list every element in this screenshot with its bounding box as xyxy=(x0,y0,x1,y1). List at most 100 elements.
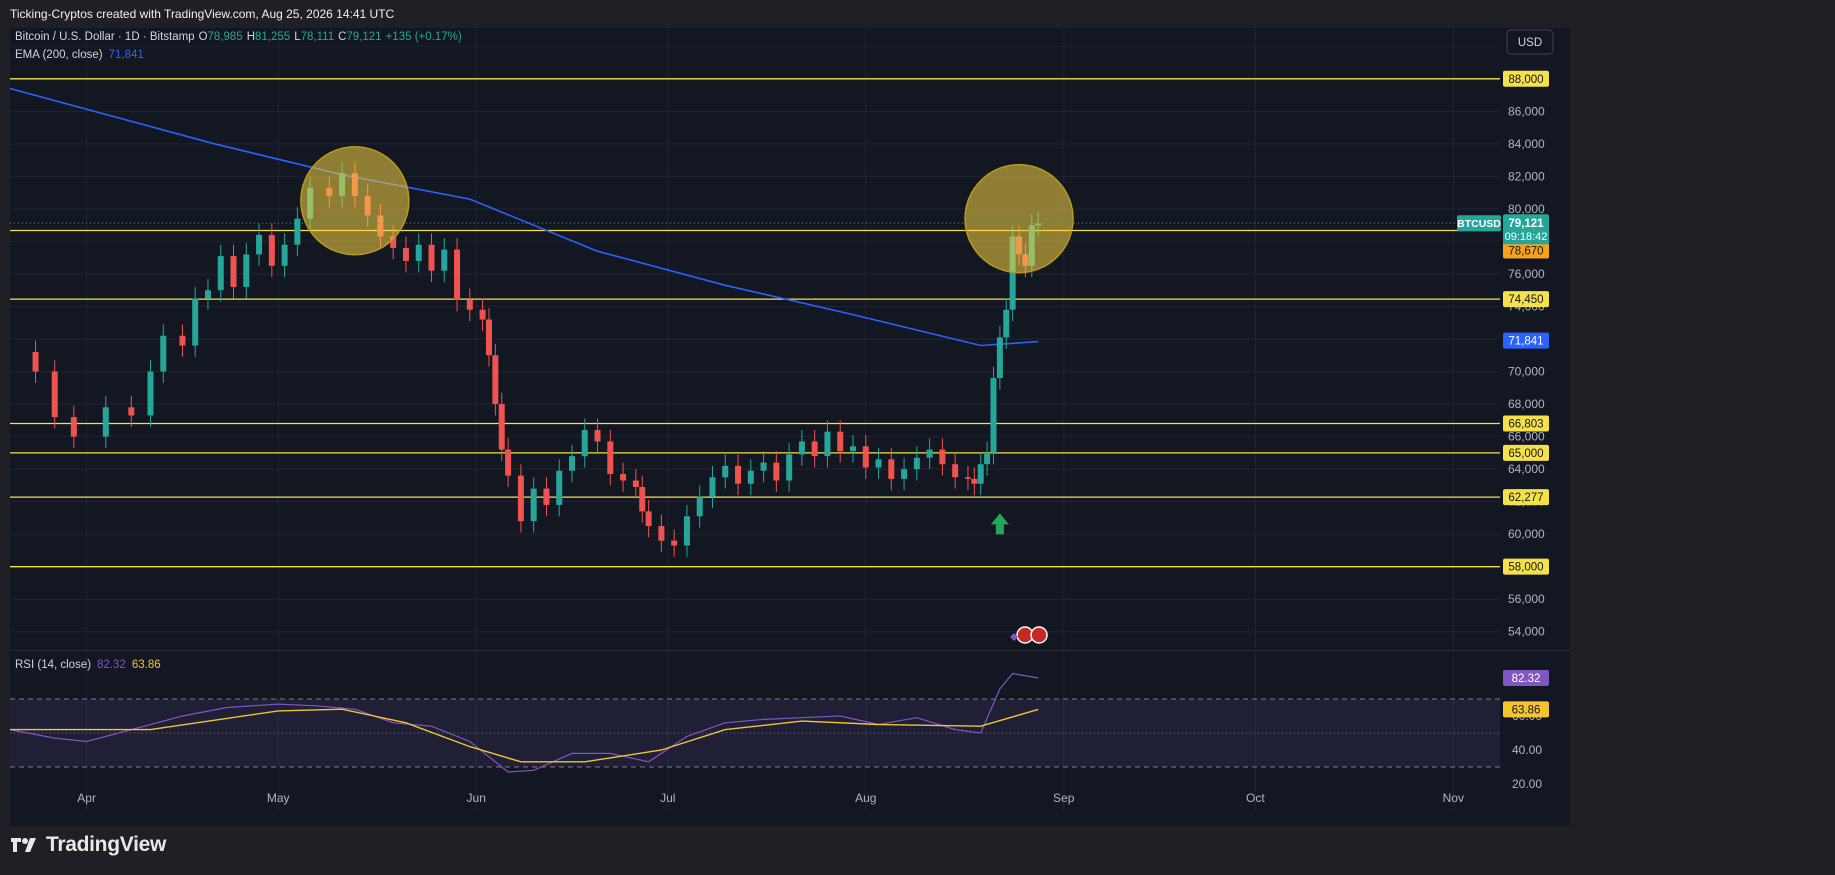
currency-button-bg xyxy=(1506,29,1554,55)
current-price-badge: 79,121 xyxy=(1508,218,1544,230)
time-tick-label: Aug xyxy=(855,791,876,805)
legend-ema-value: 71,841 xyxy=(109,49,144,61)
legend-change: +135 (+0.17%) xyxy=(386,31,462,43)
candle-body xyxy=(32,352,39,372)
candle-body xyxy=(128,407,135,416)
candle-body xyxy=(964,477,971,479)
time-tick-label: Sep xyxy=(1053,791,1075,805)
time-tick-label: Jul xyxy=(660,791,675,805)
rsi-badge-bg xyxy=(1503,670,1549,687)
candle-body xyxy=(671,540,678,546)
candle-body xyxy=(147,371,154,416)
pane-separator xyxy=(10,650,1570,651)
candle-body xyxy=(454,249,461,300)
candle-body xyxy=(901,469,908,479)
candle-body xyxy=(441,249,448,271)
level-badge-bg xyxy=(1503,558,1549,575)
candle-body xyxy=(632,480,639,487)
candle-body xyxy=(913,457,920,470)
candle-body xyxy=(1003,309,1010,338)
candle-body xyxy=(709,477,716,497)
rsi-ma-line xyxy=(10,708,1039,763)
candle-body xyxy=(70,417,77,437)
current-price-badge-bg xyxy=(1503,214,1549,245)
legend-o-label: O xyxy=(199,31,208,43)
level-badge-bg xyxy=(1503,70,1549,87)
candle-body xyxy=(415,244,422,261)
candle-body xyxy=(498,404,505,450)
candle-body xyxy=(824,431,831,457)
footer: TradingView xyxy=(10,830,166,860)
symbol-badge: BTCUSD xyxy=(1457,218,1501,230)
candle-body xyxy=(51,371,58,418)
candle-body xyxy=(294,218,301,245)
legend-rsi-label: RSI (14, close) xyxy=(15,659,91,671)
level-badge: 66,803 xyxy=(1508,419,1543,431)
highlight-circle xyxy=(300,146,410,256)
legend: Bitcoin / U.S. Dollar · 1D · Bitstamp O 78… xyxy=(15,31,462,671)
level-badge-bg xyxy=(1503,444,1549,461)
candle-body xyxy=(683,516,690,546)
candle-body xyxy=(217,256,224,291)
candle-body xyxy=(984,452,991,465)
candle-body xyxy=(639,486,646,512)
price-tick-label: 54,000 xyxy=(1508,625,1545,639)
candle-body xyxy=(466,299,473,310)
level-badge: 74,450 xyxy=(1508,294,1543,306)
candle-body xyxy=(971,478,978,484)
time-axis: Apr May Jun Jul Aug Sep Oct Nov xyxy=(77,791,1464,805)
candle-body xyxy=(722,465,729,478)
ema-badge: 71,841 xyxy=(1508,336,1543,348)
price-tick-label: 56,000 xyxy=(1508,592,1545,606)
candle-body xyxy=(926,449,933,458)
candle-body xyxy=(505,449,512,476)
price-tick-label: 76,000 xyxy=(1508,267,1545,281)
horizontal-levels xyxy=(10,78,1500,568)
level-badge: 65,000 xyxy=(1508,448,1543,460)
candle-body xyxy=(760,462,767,471)
rsi-line xyxy=(9,672,1039,773)
price-tick-label: 70,000 xyxy=(1508,365,1545,379)
legend-c-value: 79,121 xyxy=(346,31,381,43)
level-badge: 58,000 xyxy=(1508,562,1543,574)
level-badge: 62,277 xyxy=(1508,492,1543,504)
candle-body xyxy=(530,488,537,522)
candle-body xyxy=(581,430,588,457)
candle-body xyxy=(786,454,793,481)
price-tick-label: 60,000 xyxy=(1508,527,1545,541)
candle-body xyxy=(849,446,856,452)
candle-body xyxy=(952,464,959,478)
price-tick-label: 66,000 xyxy=(1508,430,1545,444)
price-tick-label: 64,000 xyxy=(1508,462,1545,476)
legend-symbol: Bitcoin / U.S. Dollar · 1D · Bitstamp xyxy=(15,31,195,43)
currency-button[interactable]: USD xyxy=(1518,37,1542,49)
us-flag-icon xyxy=(1030,626,1048,644)
time-tick-label: Oct xyxy=(1246,791,1265,805)
candle-body xyxy=(204,290,211,299)
price-tick-label: 84,000 xyxy=(1508,137,1545,151)
candle-body xyxy=(658,526,665,541)
candle-body xyxy=(1009,236,1016,310)
candle-body xyxy=(102,407,109,437)
rsi-ma-badge: 63.86 xyxy=(1512,704,1541,716)
candle-body xyxy=(485,319,492,356)
candle-body xyxy=(428,244,435,271)
legend-h-label: H xyxy=(247,31,255,43)
level-badge-bg xyxy=(1503,291,1549,308)
candle-body xyxy=(281,244,288,266)
rsi-ma-badge-bg xyxy=(1503,701,1549,718)
candle-body xyxy=(160,335,167,372)
candle-body xyxy=(773,462,780,481)
candle-body xyxy=(179,335,186,346)
candle-body xyxy=(645,511,652,527)
candle-body xyxy=(243,254,250,287)
legend-o-value: 78,985 xyxy=(208,31,243,43)
candle-body xyxy=(492,355,499,405)
price-tick-label: 80,000 xyxy=(1508,202,1545,216)
candle-body xyxy=(268,234,275,266)
candle-body xyxy=(230,256,237,287)
symbol-badge-bg xyxy=(1457,215,1501,232)
legend-ema-label: EMA (200, close) xyxy=(15,49,103,61)
ema-line xyxy=(9,87,1039,347)
legend-h-value: 81,255 xyxy=(255,31,290,43)
